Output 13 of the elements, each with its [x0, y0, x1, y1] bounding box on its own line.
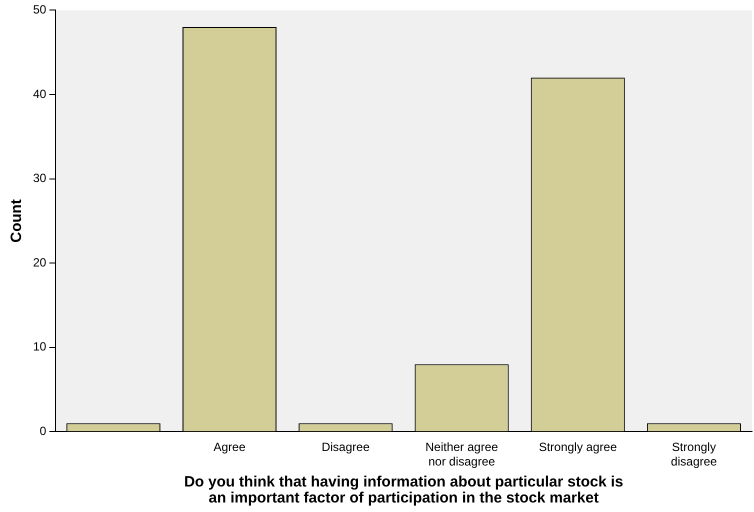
- x-axis-title: Do you think that having information about particular stock is an important factor of participation in the stock market: [184, 474, 624, 506]
- y-tick-label: 10: [32, 340, 47, 354]
- x-tick-label: Agree: [213, 440, 246, 454]
- x-tick-label: Strongly disagree: [670, 440, 718, 469]
- x-tick-label: Strongly agree: [538, 440, 618, 454]
- y-tick-label: 0: [40, 424, 47, 438]
- y-axis-title: Count: [8, 199, 26, 243]
- y-tick-label: 20: [32, 255, 47, 270]
- y-tick-label: 40: [32, 86, 47, 101]
- x-tick-label: Disagree: [322, 440, 370, 454]
- x-tick-label: Neither agree nor disagree: [425, 440, 498, 469]
- y-tick-label: 30: [32, 171, 47, 186]
- y-tick-label: 50: [32, 2, 47, 17]
